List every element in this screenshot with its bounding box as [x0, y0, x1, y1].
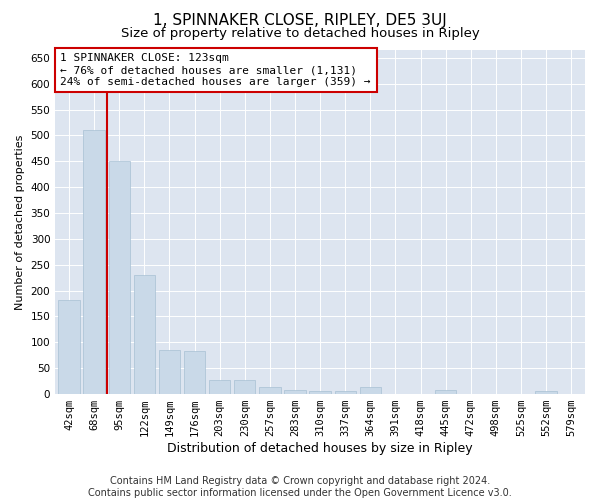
- Bar: [284, 390, 305, 394]
- Bar: [184, 351, 205, 394]
- Bar: [335, 392, 356, 394]
- Bar: [109, 161, 130, 394]
- Bar: [58, 300, 80, 394]
- Text: 1, SPINNAKER CLOSE, RIPLEY, DE5 3UJ: 1, SPINNAKER CLOSE, RIPLEY, DE5 3UJ: [153, 12, 447, 28]
- Bar: [435, 390, 457, 394]
- Y-axis label: Number of detached properties: Number of detached properties: [15, 134, 25, 310]
- Bar: [359, 388, 381, 394]
- Bar: [134, 275, 155, 394]
- Bar: [535, 392, 557, 394]
- Text: Contains HM Land Registry data © Crown copyright and database right 2024.
Contai: Contains HM Land Registry data © Crown c…: [88, 476, 512, 498]
- Bar: [159, 350, 180, 394]
- Bar: [83, 130, 105, 394]
- Text: Size of property relative to detached houses in Ripley: Size of property relative to detached ho…: [121, 28, 479, 40]
- X-axis label: Distribution of detached houses by size in Ripley: Distribution of detached houses by size …: [167, 442, 473, 455]
- Bar: [259, 388, 281, 394]
- Bar: [234, 380, 256, 394]
- Text: 1 SPINNAKER CLOSE: 123sqm
← 76% of detached houses are smaller (1,131)
24% of se: 1 SPINNAKER CLOSE: 123sqm ← 76% of detac…: [61, 54, 371, 86]
- Bar: [310, 392, 331, 394]
- Bar: [209, 380, 230, 394]
